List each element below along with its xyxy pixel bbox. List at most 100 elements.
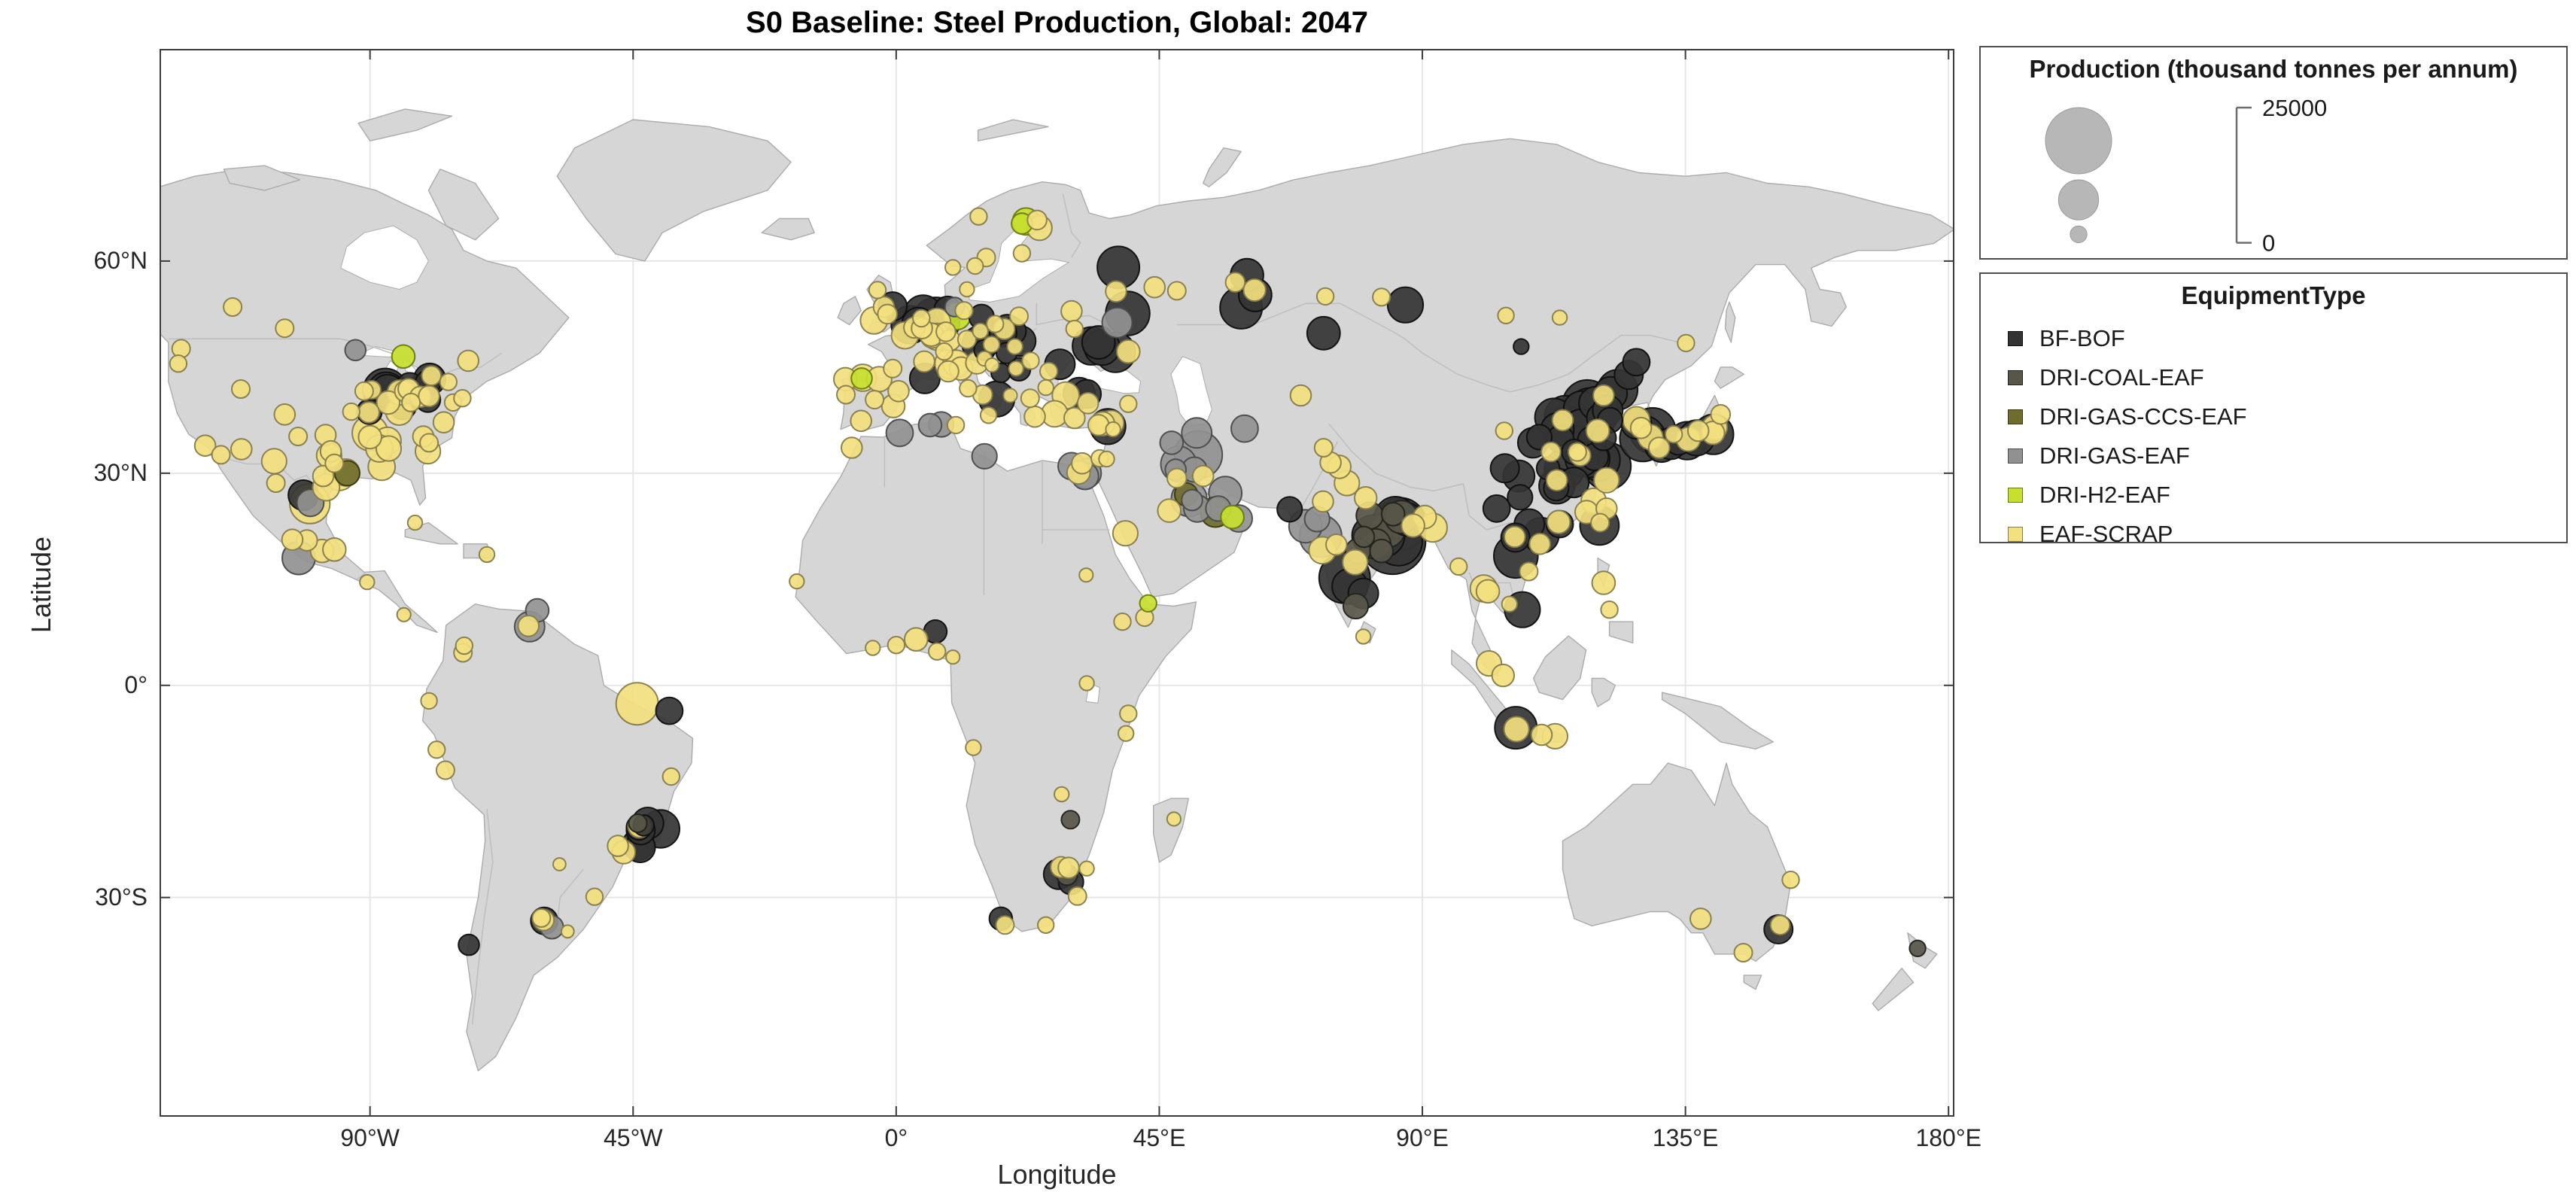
bubble-EAF-SCRAP bbox=[1166, 467, 1188, 489]
bubble-EAF-SCRAP bbox=[865, 390, 885, 410]
bubble-EAF-SCRAP bbox=[230, 438, 253, 461]
bubble-EAF-SCRAP bbox=[887, 380, 910, 403]
bubble-EAF-SCRAP bbox=[607, 835, 629, 857]
landmass bbox=[1743, 974, 1762, 990]
bubble-EAF-SCRAP bbox=[946, 415, 966, 435]
bubble-EAF-SCRAP bbox=[1664, 425, 1683, 444]
landmass bbox=[1562, 762, 1792, 962]
bubble-EAF-SCRAP bbox=[1629, 416, 1653, 439]
bubble-DRI-COAL-EAF bbox=[1342, 592, 1370, 620]
bubble-EAF-SCRAP bbox=[439, 372, 458, 391]
bubble-EAF-SCRAP bbox=[1585, 418, 1610, 443]
y-tick-label: 30°S bbox=[95, 883, 148, 911]
legend-marker-DRI-H2-EAF bbox=[2008, 488, 2023, 503]
bubble-EAF-SCRAP bbox=[1530, 723, 1553, 746]
bubble-EAF-SCRAP bbox=[427, 740, 446, 759]
bubble-DRI-COAL-EAF bbox=[1060, 810, 1081, 830]
landmass bbox=[1203, 147, 1242, 187]
country-border bbox=[1296, 441, 1339, 516]
bubble-EAF-SCRAP bbox=[982, 336, 1001, 354]
y-tick-label: 60°N bbox=[93, 246, 148, 274]
legend-label: DRI-COAL-EAF bbox=[2039, 364, 2204, 391]
chart-title: S0 Baseline: Steel Production, Global: 2… bbox=[746, 6, 1368, 39]
bubble-EAF-SCRAP bbox=[1023, 405, 1046, 428]
bubble-EAF-SCRAP bbox=[935, 342, 953, 361]
bubble-EAF-SCRAP bbox=[1078, 860, 1095, 877]
country-border bbox=[1328, 423, 1528, 531]
x-tick-label: 45°E bbox=[1133, 1124, 1186, 1151]
bubble-DRI-GAS-EAF bbox=[1159, 430, 1185, 455]
bubble-EAF-SCRAP bbox=[979, 406, 998, 424]
bubble-EAF-SCRAP bbox=[913, 350, 935, 373]
bubble-EAF-SCRAP bbox=[376, 390, 401, 415]
y-axis-label: Latitude bbox=[26, 536, 56, 634]
bubble-EAF-SCRAP bbox=[984, 357, 1000, 373]
bubble-EAF-SCRAP bbox=[1354, 486, 1378, 510]
bubble-EAF-SCRAP bbox=[986, 315, 1005, 333]
bubble-DRI-GAS-EAF bbox=[885, 418, 914, 448]
bubble-EAF-SCRAP bbox=[231, 379, 251, 399]
bubble-EAF-SCRAP bbox=[359, 573, 376, 591]
inland-water bbox=[340, 225, 429, 290]
bubble-EAF-SCRAP bbox=[357, 401, 380, 424]
landmass bbox=[1724, 301, 1736, 343]
bubble-EAF-SCRAP bbox=[1065, 319, 1084, 339]
bubble-EAF-SCRAP bbox=[357, 424, 383, 450]
bubble-EAF-SCRAP bbox=[954, 301, 974, 321]
bubble-DRI-H2-EAF bbox=[391, 344, 416, 369]
bubble-EAF-SCRAP bbox=[1449, 557, 1468, 576]
bubble-EAF-SCRAP bbox=[531, 908, 552, 928]
bubble-EAF-SCRAP bbox=[322, 537, 347, 562]
bubble-EAF-SCRAP bbox=[1166, 811, 1182, 827]
x-tick-label: 45°W bbox=[603, 1124, 663, 1151]
size-legend-circle bbox=[2070, 225, 2088, 244]
legend-label: DRI-H2-EAF bbox=[2039, 482, 2170, 508]
bubble-EAF-SCRAP bbox=[966, 257, 984, 275]
bubble-EAF-SCRAP bbox=[1312, 490, 1334, 513]
bubble-EAF-SCRAP bbox=[435, 760, 455, 780]
bubble-BF-BOF bbox=[1276, 496, 1303, 523]
bubble-EAF-SCRAP bbox=[418, 385, 440, 408]
production-size-legend: Production (thousand tonnes per annum) 2… bbox=[1979, 46, 2568, 260]
bubble-EAF-SCRAP bbox=[1054, 786, 1070, 803]
bubble-DRI-GAS-EAF bbox=[1181, 488, 1203, 512]
bubble-EAF-SCRAP bbox=[1118, 725, 1135, 742]
bubble-DRI-GAS-EAF bbox=[344, 339, 367, 362]
bubble-EAF-SCRAP bbox=[266, 473, 286, 493]
bubble-EAF-SCRAP bbox=[956, 330, 977, 350]
bubble-EAF-SCRAP bbox=[887, 636, 906, 655]
bubble-EAF-SCRAP bbox=[324, 453, 345, 473]
bubble-DRI-H2-EAF bbox=[1220, 504, 1245, 530]
bubble-EAF-SCRAP bbox=[552, 857, 567, 871]
bubble-EAF-SCRAP bbox=[1519, 561, 1539, 582]
bubble-EAF-SCRAP bbox=[1545, 469, 1568, 492]
bubble-EAF-SCRAP bbox=[1497, 306, 1515, 324]
bubble-DRI-COAL-EAF bbox=[1908, 939, 1927, 958]
bubble-DRI-COAL-EAF bbox=[1380, 502, 1406, 527]
bubble-EAF-SCRAP bbox=[789, 573, 805, 590]
landmass bbox=[1153, 798, 1189, 863]
bubble-DRI-GAS-EAF bbox=[917, 412, 943, 438]
bubble-EAF-SCRAP bbox=[1157, 498, 1182, 523]
bubble-EAF-SCRAP bbox=[1591, 570, 1616, 595]
bubble-EAF-SCRAP bbox=[1060, 299, 1083, 323]
bubble-EAF-SCRAP bbox=[1020, 388, 1040, 409]
bubble-DRI-COAL-EAF bbox=[1352, 525, 1376, 549]
x-tick-label: 90°W bbox=[340, 1124, 400, 1151]
bubble-EAF-SCRAP bbox=[1119, 394, 1138, 413]
bubble-EAF-SCRAP bbox=[1113, 613, 1132, 631]
legend-item-BF-BOF: BF-BOF bbox=[2008, 319, 2551, 358]
bubble-EAF-SCRAP bbox=[1105, 280, 1127, 303]
y-tick-label: 30°N bbox=[93, 458, 148, 486]
bubble-EAF-SCRAP bbox=[1501, 595, 1519, 613]
bubble-BF-BOF bbox=[1489, 453, 1520, 484]
bubble-EAF-SCRAP bbox=[1546, 509, 1571, 535]
bubble-EAF-SCRAP bbox=[1551, 409, 1574, 432]
bubble-EAF-SCRAP bbox=[1495, 421, 1514, 440]
bubble-EAF-SCRAP bbox=[945, 649, 961, 665]
bubble-EAF-SCRAP bbox=[288, 427, 309, 446]
bubble-EAF-SCRAP bbox=[1037, 916, 1055, 935]
bubble-BF-BOF bbox=[1513, 338, 1530, 355]
bubble-BF-BOF bbox=[1622, 348, 1651, 377]
landmass bbox=[1661, 692, 1774, 749]
